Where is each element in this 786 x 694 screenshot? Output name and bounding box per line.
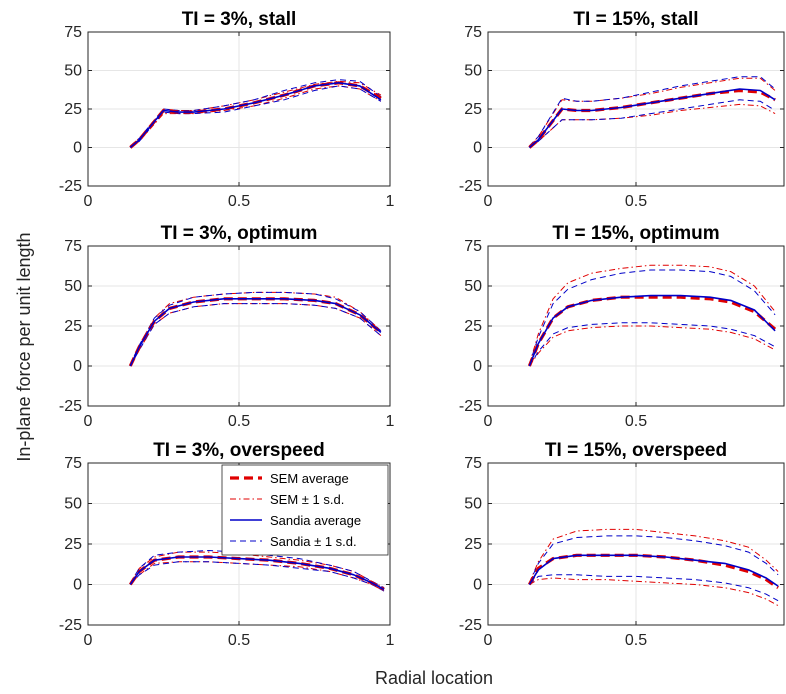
y-tick-label: 75 — [464, 238, 482, 255]
subplot-title: TI = 3%, overspeed — [153, 440, 325, 461]
x-tick-label: 1 — [386, 193, 395, 210]
x-tick-label: 0 — [84, 413, 93, 430]
y-tick-label: -25 — [59, 398, 82, 415]
series-sandia-average — [528, 554, 779, 587]
series-group — [527, 528, 780, 607]
series-sandia-average — [129, 297, 382, 367]
subplot-title: TI = 15%, optimum — [552, 223, 719, 244]
subplot-title: TI = 15%, overspeed — [545, 440, 727, 461]
series-sandia-plus-1-s-d — [129, 291, 382, 365]
series-sem-plus-1-s-d — [129, 291, 382, 365]
y-tick-label: 50 — [64, 496, 82, 513]
series-sandia-minus-1-s-d — [129, 303, 382, 367]
y-tick-label: 75 — [464, 455, 482, 472]
x-tick-label: 0 — [484, 193, 493, 210]
y-tick-label: 25 — [464, 101, 482, 118]
x-axis-label: Radial location — [375, 668, 493, 688]
series-sandia-minus-1-s-d — [529, 99, 776, 148]
y-tick-label: 75 — [64, 238, 82, 255]
y-tick-label: 25 — [464, 318, 482, 335]
legend-item: Sandia average — [230, 513, 361, 528]
x-tick-label: 0 — [84, 193, 93, 210]
y-tick-label: -25 — [59, 617, 82, 634]
series-group — [527, 264, 777, 367]
series-sandia-average — [528, 88, 776, 149]
x-tick-label: 0.5 — [228, 413, 250, 430]
y-tick-label: 75 — [64, 455, 82, 472]
series-sem-plus-1-s-d — [528, 264, 776, 365]
y-axis-label: In-plane force per unit length — [14, 232, 34, 461]
series-sandia-minus-1-s-d — [529, 574, 779, 602]
y-tick-label: 0 — [73, 358, 82, 375]
y-tick-label: -25 — [459, 398, 482, 415]
x-tick-label: 1 — [386, 632, 395, 649]
y-tick-label: 75 — [464, 24, 482, 41]
x-tick-label: 0 — [484, 413, 493, 430]
y-tick-label: 50 — [464, 496, 482, 513]
series-sandia-minus-1-s-d — [528, 322, 776, 367]
series-group — [528, 76, 776, 149]
legend-item: SEM average — [230, 471, 349, 486]
x-tick-label: 0.5 — [625, 193, 647, 210]
y-tick-label: 0 — [473, 358, 482, 375]
series-sandia-average — [129, 82, 382, 149]
y-tick-label: 0 — [473, 140, 482, 157]
y-tick-label: -25 — [459, 617, 482, 634]
y-tick-label: 50 — [64, 278, 82, 295]
y-tick-label: 25 — [464, 536, 482, 553]
y-tick-label: 25 — [64, 101, 82, 118]
series-sem-minus-1-s-d — [529, 577, 779, 607]
subplot-title: TI = 3%, stall — [182, 9, 297, 30]
x-tick-label: 0 — [484, 632, 493, 649]
legend-item: SEM ± 1 s.d. — [230, 492, 344, 507]
legend: SEM average SEM ± 1 s.d. Sandia average San… — [221, 464, 389, 556]
y-tick-label: 50 — [464, 278, 482, 295]
y-tick-label: 50 — [464, 63, 482, 80]
x-tick-label: 0.5 — [228, 632, 250, 649]
series-sandia-plus-1-s-d — [129, 550, 385, 589]
series-sem-plus-1-s-d — [529, 77, 776, 147]
x-tick-label: 1 — [386, 413, 395, 430]
y-tick-label: 0 — [73, 140, 82, 157]
x-tick-label: 0.5 — [625, 413, 647, 430]
x-tick-label: 0.5 — [228, 193, 250, 210]
series-sem-plus-1-s-d — [528, 528, 779, 584]
y-tick-label: 75 — [64, 24, 82, 41]
y-tick-label: -25 — [59, 178, 82, 195]
series-sandia-average — [129, 556, 385, 591]
series-sandia-plus-1-s-d — [528, 535, 779, 584]
y-tick-label: -25 — [459, 178, 482, 195]
legend-label: SEM ± 1 s.d. — [270, 492, 344, 507]
y-tick-label: 25 — [64, 536, 82, 553]
series-sandia-average — [528, 294, 776, 367]
y-tick-label: 25 — [64, 318, 82, 335]
x-tick-label: 0 — [84, 632, 93, 649]
series-sem-minus-1-s-d — [528, 325, 776, 367]
x-tick-label: 0.5 — [625, 632, 647, 649]
series-sandia-minus-1-s-d — [129, 561, 385, 592]
y-tick-label: 0 — [73, 577, 82, 594]
y-tick-label: 0 — [473, 577, 482, 594]
legend-label: Sandia average — [270, 513, 361, 528]
legend-label: Sandia ± 1 s.d. — [270, 534, 357, 549]
legend-box — [221, 464, 389, 556]
y-tick-label: 50 — [64, 63, 82, 80]
legend-item: Sandia ± 1 s.d. — [230, 534, 357, 549]
series-group — [128, 291, 382, 367]
series-sandia-plus-1-s-d — [529, 76, 776, 147]
subplot-title: TI = 15%, stall — [573, 9, 698, 30]
series-group — [129, 79, 382, 149]
legend-label: SEM average — [270, 471, 349, 486]
series-group — [128, 550, 385, 592]
subplot-title: TI = 3%, optimum — [161, 223, 318, 244]
